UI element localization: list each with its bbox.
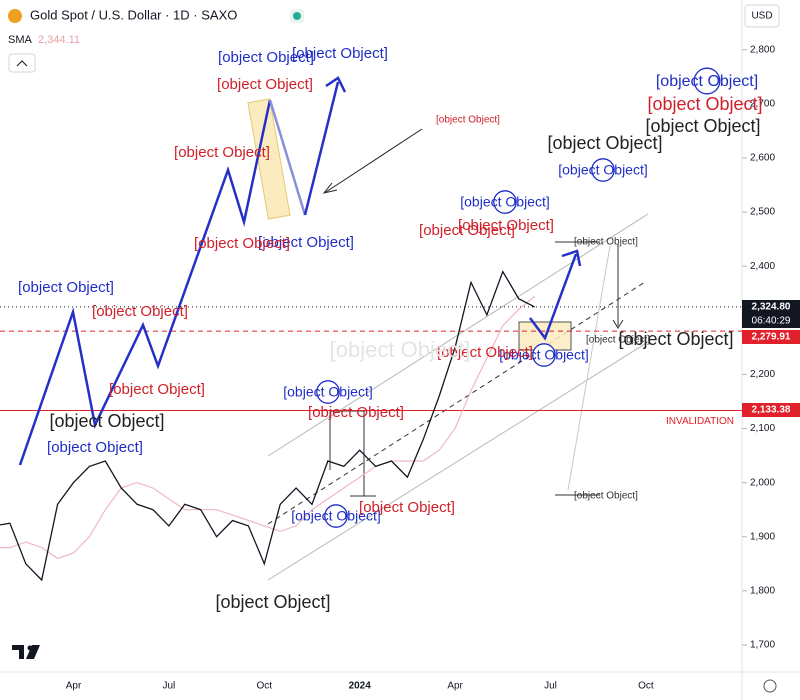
x-tick-label: Apr: [447, 681, 463, 692]
arrow-head: [322, 182, 338, 194]
x-tick-label: Oct: [257, 681, 273, 692]
wave-label: [object Object]: [291, 508, 381, 524]
wave-label: [object Object]: [558, 162, 648, 178]
wave-label: [object Object]: [215, 592, 330, 612]
wave-label: [object Object]: [92, 303, 188, 320]
wave-label: [object Object]: [419, 222, 515, 239]
symbol-icon: [8, 9, 22, 23]
x-tick-label: Oct: [638, 681, 654, 692]
wave-label: [object Object]: [618, 329, 733, 349]
wave-circle: [493, 190, 517, 214]
arrow-head: [325, 76, 347, 93]
wave-label: [object Object]: [574, 491, 638, 502]
arrow-head: [561, 249, 582, 267]
logo: [27, 645, 33, 651]
wave-label: [object Object]: [217, 76, 313, 93]
wave-label: [object Object]: [292, 45, 388, 62]
wave-circle: [316, 380, 340, 404]
wave-label: [object Object]: [499, 347, 589, 363]
sma-line: [0, 295, 535, 560]
collapse-icon: [16, 60, 28, 67]
wave-label: [object Object]: [437, 344, 533, 361]
chart-title: Gold Spot / U.S. Dollar · 1D · SAXO: [30, 7, 237, 22]
price-line: [0, 270, 535, 582]
wave-label: [object Object]: [218, 49, 314, 66]
y-tick-label: 2,800: [750, 44, 775, 55]
price-label: 2,324.80: [752, 302, 791, 313]
watermark: [object Object]: [330, 337, 471, 362]
currency: USD: [751, 11, 772, 22]
y-tick-label: 2,400: [750, 261, 775, 272]
countdown: 06:40:29: [752, 316, 791, 327]
series-layer: [0, 270, 535, 582]
wave-label: [object Object]: [656, 73, 758, 90]
channel-line: [267, 341, 649, 581]
collapse-button[interactable]: [8, 53, 36, 73]
logo: [12, 645, 40, 659]
price-label-box: [742, 403, 800, 417]
wave-projections: [18, 76, 582, 466]
price-label: 2,279.91: [752, 332, 791, 343]
wave-label: [object Object]: [458, 217, 554, 234]
currency-button[interactable]: [744, 4, 780, 28]
y-tick-label: 2,600: [750, 153, 775, 164]
wave-label: [object Object]: [194, 235, 290, 252]
wave-label: [object Object]: [174, 144, 270, 161]
wave-label: [object Object]: [47, 439, 143, 456]
pointer-arrow: [325, 128, 423, 193]
wave-label: [object Object]: [49, 411, 164, 431]
x-tick-label: Apr: [66, 681, 82, 692]
invalidation-label: INVALIDATION: [666, 416, 734, 427]
wave-label: [object Object]: [460, 194, 550, 210]
y-tick-label: 2,500: [750, 207, 775, 218]
wave-circle: [591, 158, 615, 182]
wave-circle: [324, 504, 348, 528]
x-tick-label: Jul: [544, 681, 557, 692]
wave-label: [object Object]: [547, 133, 662, 153]
wave-path: [303, 81, 340, 216]
wave-label: [object Object]: [586, 335, 650, 346]
wave-path: [18, 99, 272, 466]
wave-path: [268, 99, 307, 216]
wave-circle: [532, 343, 556, 367]
indicator-name: SMA: [8, 34, 33, 46]
fib-arrow: [612, 319, 624, 329]
wave-label: [object Object]: [647, 94, 762, 114]
x-tick-label: Jul: [163, 681, 176, 692]
wave-label: [object Object]: [645, 116, 760, 136]
fib-diagonal: [567, 245, 611, 491]
wave-label: [object Object]: [283, 384, 373, 400]
wave-label: [object Object]: [436, 115, 500, 126]
status-dot: [293, 12, 301, 20]
y-tick-label: 1,700: [750, 640, 775, 651]
wave-label: [object Object]: [574, 237, 638, 248]
wave-circle: [693, 67, 721, 95]
y-tick-label: 1,800: [750, 585, 775, 596]
wave-label: [object Object]: [359, 499, 455, 516]
wave-label: [object Object]: [109, 381, 205, 398]
y-tick-label: 2,000: [750, 477, 775, 488]
y-tick-label: 2,200: [750, 369, 775, 380]
price-label-box: [742, 300, 800, 328]
channel-mid: [267, 281, 646, 525]
price-label-box: [742, 330, 800, 344]
y-tick-label: 2,100: [750, 423, 775, 434]
x-tick-label: 2024: [349, 681, 372, 692]
indicator-value: 2,344.11: [38, 34, 80, 46]
settings-icon[interactable]: [763, 679, 777, 693]
wave-label: [object Object]: [308, 404, 404, 421]
wave-label: [object Object]: [18, 279, 114, 296]
price-label: 2,133.38: [752, 405, 791, 416]
wave-path: [529, 253, 578, 341]
y-tick-label: 1,900: [750, 531, 775, 542]
y-tick-label: 2,700: [750, 99, 775, 110]
wave-label: [object Object]: [258, 234, 354, 251]
